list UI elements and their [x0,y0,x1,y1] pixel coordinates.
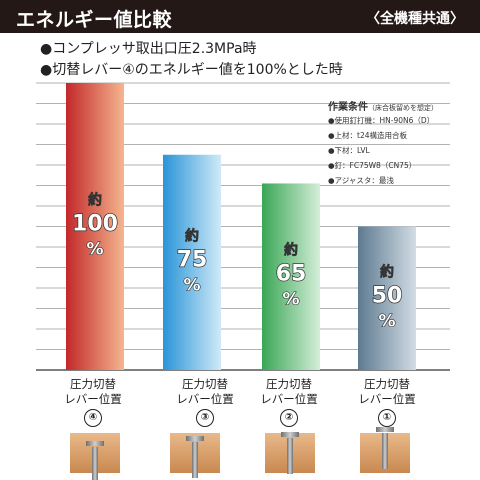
scope-label: 〈全機種共通〉 [366,11,464,27]
chart-title: エネルギー値比較 [16,9,173,31]
bar-3 [358,226,416,370]
data-label-prefix: 約 [284,242,298,259]
lever-position-label: 圧力切替 レバー位置 ④ [48,377,138,427]
data-label-unit: % [183,275,200,295]
bar-1 [163,154,221,370]
lever-position-label: 圧力切替 レバー位置 ③ [160,377,250,427]
data-label-unit: % [378,311,395,331]
nail-depth-icon [360,427,410,473]
bar-2 [262,183,320,370]
lever-position-label: 圧力切替 レバー位置 ② [244,377,334,427]
condition-item: ●釘：FC75W8（CN75） [328,161,417,170]
work-conditions: 作業条件（床合板留めを想定） ●使用釘打機：HN-90N6（D） ●上材：t24… [328,98,478,188]
data-label-unit: % [282,290,299,310]
data-label-value: 100 [72,212,118,237]
conditions-title: 作業条件（床合板留めを想定） [328,102,438,113]
nail-depth-icon [70,433,120,480]
nail-depth-icon [265,432,315,474]
condition-item: ●使用釘打機：HN-90N6（D） [328,116,435,125]
nail-depth-icon [170,433,220,478]
note-baseline: ●切替レバー④のエネルギー値を100%とした時 [40,62,343,78]
lever-position-label: 圧力切替 レバー位置 ① [342,377,432,427]
condition-item: ●アジャスタ：最浅 [328,176,394,185]
data-label-prefix: 約 [185,227,199,244]
condition-item: ●上材：t24構造用合板 [328,131,408,140]
data-label-value: 50 [372,283,403,308]
data-label-prefix: 約 [88,192,102,209]
data-label-prefix: 約 [380,263,394,280]
condition-item: ●下材：LVL [328,146,370,155]
note-pressure: ●コンプレッサ取出口圧2.3MPa時 [40,41,257,57]
data-label-value: 75 [177,247,208,272]
bar-0 [66,83,124,370]
header-bar: エネルギー値比較 〈全機種共通〉 [0,0,480,33]
data-label-value: 65 [276,262,307,287]
data-label-unit: % [86,240,103,260]
